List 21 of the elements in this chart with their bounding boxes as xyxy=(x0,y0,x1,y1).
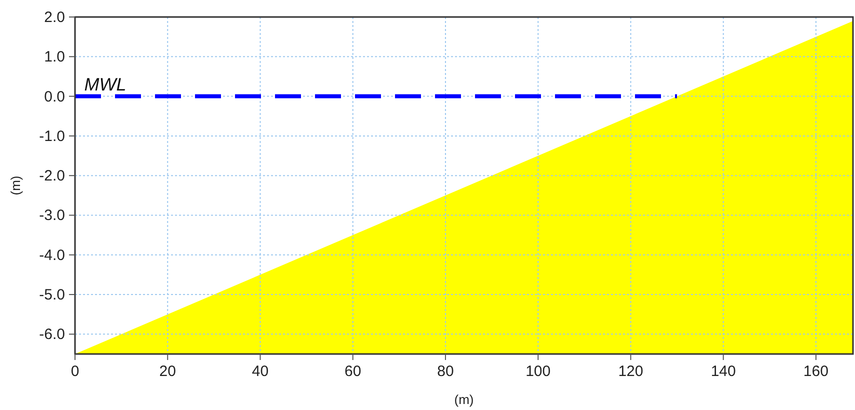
x-tick-label: 60 xyxy=(344,363,362,380)
y-tick-label: 1.0 xyxy=(44,48,65,66)
x-tick-label: 120 xyxy=(618,363,644,380)
x-tick-label: 160 xyxy=(803,363,828,380)
x-tick-label: 100 xyxy=(526,363,551,380)
x-tick-label: 0 xyxy=(70,363,80,380)
y-tick-label: 2.0 xyxy=(44,9,65,26)
y-tick-label: -6.0 xyxy=(39,326,65,344)
annotation: MWL xyxy=(84,74,126,94)
x-tick-label: 140 xyxy=(710,363,736,380)
y-tick-label: -3.0 xyxy=(39,207,65,224)
y-tick-label: -5.0 xyxy=(39,286,65,304)
y-tick-label: 0.0 xyxy=(44,88,65,106)
y-tick-label: -4.0 xyxy=(39,246,65,264)
y-axis-title: (m) xyxy=(8,176,23,196)
y-tick-label: -2.0 xyxy=(39,168,65,185)
x-tick-label: 20 xyxy=(159,363,176,380)
x-axis-title: (m) xyxy=(454,392,474,407)
x-tick-label: 40 xyxy=(252,363,269,380)
y-tick-label: -1.0 xyxy=(39,128,65,145)
x-tick-label: 80 xyxy=(437,363,454,380)
